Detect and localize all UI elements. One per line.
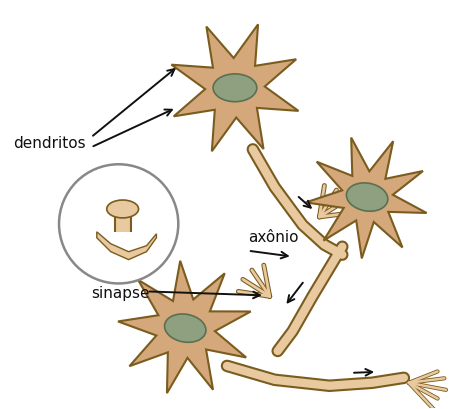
- Text: axônio: axônio: [248, 229, 299, 244]
- Ellipse shape: [164, 314, 206, 342]
- Text: sinapse: sinapse: [91, 285, 149, 301]
- Ellipse shape: [347, 183, 388, 212]
- Polygon shape: [171, 25, 299, 152]
- Ellipse shape: [213, 75, 257, 102]
- Text: dendritos: dendritos: [13, 136, 86, 151]
- Polygon shape: [118, 261, 251, 393]
- Circle shape: [59, 165, 178, 284]
- Polygon shape: [306, 138, 427, 259]
- Polygon shape: [97, 232, 156, 260]
- Ellipse shape: [107, 200, 139, 218]
